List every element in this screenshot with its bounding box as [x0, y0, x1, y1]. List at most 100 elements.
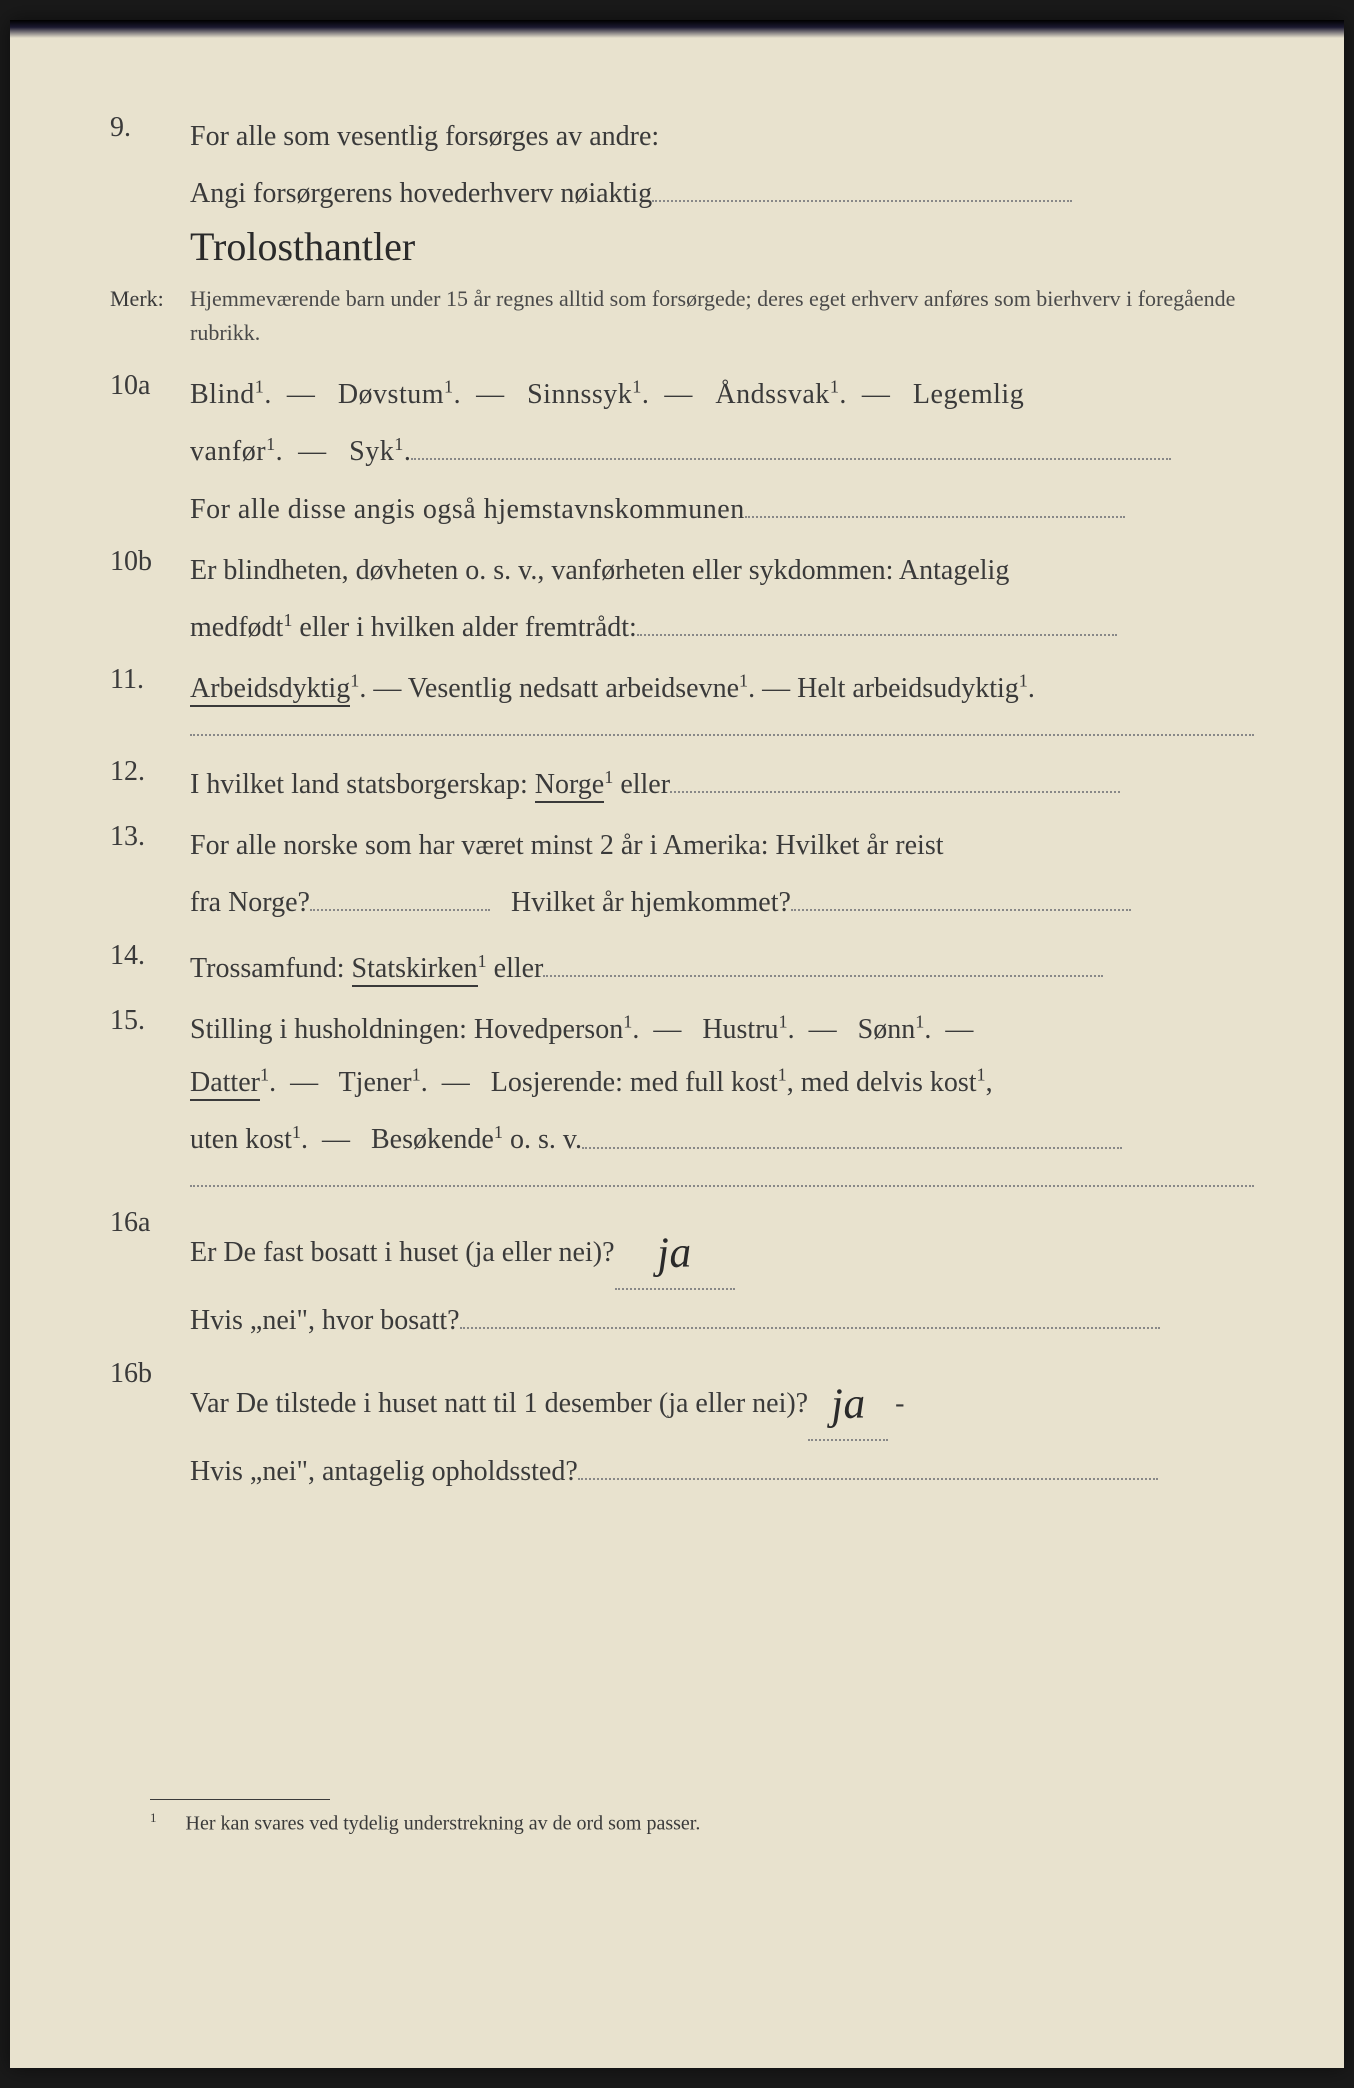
question-10a: 10a Blind1. — Døvstum1. — Sinnssyk1. — Å…	[110, 368, 1254, 536]
q13-line2a: fra Norge?	[190, 887, 310, 918]
q12-post: eller	[613, 769, 670, 800]
question-11: 11. Arbeidsdyktig1. — Vesentlig nedsatt …	[110, 662, 1254, 715]
q9-content: For alle som vesentlig forsørges av andr…	[190, 110, 1254, 274]
question-14: 14. Trossamfund: Statskirken1 eller	[110, 938, 1254, 995]
question-9: 9. For alle som vesentlig forsørges av a…	[110, 110, 1254, 274]
opt-sonn: Sønn	[858, 1014, 916, 1045]
sup: 1	[412, 1065, 421, 1085]
blank	[411, 421, 1171, 460]
q10b-medfodt: medfødt	[190, 612, 283, 643]
opt-tjener: Tjener	[339, 1067, 412, 1098]
q10a-content: Blind1. — Døvstum1. — Sinnssyk1. — Åndss…	[190, 368, 1254, 536]
q10b-content: Er blindheten, døvheten o. s. v., vanfør…	[190, 544, 1254, 655]
footnote: 1 Her kan svares ved tydelig understrekn…	[150, 1810, 1254, 1836]
q15-content: Stilling i husholdningen: Hovedperson1. …	[190, 1003, 1254, 1167]
opt-blind: Blind	[190, 379, 255, 410]
q12-pre: I hvilket land statsborgerskap:	[190, 769, 535, 800]
sup: 1	[779, 1012, 788, 1032]
sup: 1	[830, 377, 840, 397]
q10a-number: 10a	[110, 368, 190, 402]
q16a-answer-blank: ja	[615, 1205, 735, 1291]
blank	[543, 938, 1103, 977]
question-12: 12. I hvilket land statsborgerskap: Norg…	[110, 754, 1254, 811]
sup: 1	[623, 1012, 632, 1032]
q11-mid: — Vesentlig nedsatt arbeidsevne	[366, 673, 739, 704]
opt-uten: uten kost	[190, 1125, 292, 1156]
question-16a: 16a Er De fast bosatt i huset (ja eller …	[110, 1205, 1254, 1348]
sup: 1	[778, 1065, 787, 1085]
footnote-number: 1	[150, 1810, 157, 1825]
q16b-handwritten-answer: ja	[830, 1361, 867, 1446]
opt-norge: Norge	[535, 769, 604, 803]
opt-sinnssyk: Sinnssyk	[527, 379, 632, 410]
q16a-handwritten-answer: ja	[656, 1210, 693, 1295]
sup: 1	[739, 671, 748, 691]
blank-line	[190, 1185, 1254, 1187]
q14-pre: Trossamfund:	[190, 953, 352, 984]
sup: 1	[1019, 671, 1028, 691]
blank	[460, 1290, 1160, 1329]
question-13: 13. For alle norske som har været minst …	[110, 819, 1254, 930]
q14-content: Trossamfund: Statskirken1 eller	[190, 938, 1254, 995]
sup: 1	[604, 766, 613, 786]
opt-statskirken: Statskirken	[352, 953, 478, 987]
q9-line1: For alle som vesentlig forsørges av andr…	[190, 121, 659, 152]
sup: 1	[394, 434, 404, 454]
q16a-number: 16a	[110, 1205, 190, 1239]
merk-label: Merk:	[110, 282, 190, 312]
opt-losjerende: Losjerende: med full kost	[491, 1067, 778, 1098]
q14-post: eller	[487, 953, 544, 984]
opt-delvis: , med delvis kost	[787, 1067, 977, 1098]
blank	[637, 597, 1117, 636]
footnote-text: Her kan svares ved tydelig understreknin…	[186, 1812, 701, 1834]
q9-number: 9.	[110, 110, 190, 144]
question-10b: 10b Er blindheten, døvheten o. s. v., va…	[110, 544, 1254, 655]
opt-legemlig: Legemlig	[913, 379, 1024, 410]
question-15: 15. Stilling i husholdningen: Hovedperso…	[110, 1003, 1254, 1167]
q15-number: 15.	[110, 1003, 190, 1037]
q10b-post: eller i hvilken alder fremtrådt:	[292, 612, 636, 643]
sup: 1	[255, 377, 265, 397]
q9-blank	[652, 163, 1072, 202]
opt-datter: Datter	[190, 1067, 260, 1101]
note-merk: Merk: Hjemmeværende barn under 15 år reg…	[110, 282, 1254, 350]
sup: 1	[260, 1065, 269, 1085]
footnote-rule	[150, 1799, 330, 1800]
document-page: 9. For alle som vesentlig forsørges av a…	[10, 20, 1344, 2068]
blank	[310, 872, 490, 911]
sup: 1	[478, 950, 487, 970]
blank	[582, 1109, 1122, 1148]
q16b-number: 16b	[110, 1356, 190, 1390]
sup: 1	[915, 1012, 924, 1032]
blank	[578, 1441, 1158, 1480]
opt-vanfor: vanfør	[190, 436, 266, 467]
q12-content: I hvilket land statsborgerskap: Norge1 e…	[190, 754, 1254, 811]
q13-line2b: Hvilket år hjemkommet?	[511, 887, 791, 918]
q16b-question: Var De tilstede i huset natt til 1 desem…	[190, 1388, 808, 1419]
q9-handwritten-answer: Trolosthantler	[190, 227, 415, 267]
sup: 1	[977, 1065, 986, 1085]
q11-number: 11.	[110, 662, 190, 696]
blank	[745, 479, 1125, 518]
blank	[791, 872, 1131, 911]
q9-line2-pre: Angi forsørgerens hovederhverv nøiaktig	[190, 178, 652, 209]
sup: 1	[266, 434, 276, 454]
q16a-content: Er De fast bosatt i huset (ja eller nei)…	[190, 1205, 1254, 1348]
q13-content: For alle norske som har været minst 2 år…	[190, 819, 1254, 930]
q15-osv: o. s. v.	[503, 1125, 582, 1156]
opt-hustru: Hustru	[702, 1014, 778, 1045]
q11-opt3: — Helt arbeidsudyktig	[755, 673, 1019, 704]
q16b-line2: Hvis „nei", antagelig opholdssted?	[190, 1456, 578, 1487]
opt-arbeidsdyktig: Arbeidsdyktig	[190, 673, 350, 707]
blank-line	[190, 734, 1254, 736]
sup: 1	[444, 377, 454, 397]
q13-line1: For alle norske som har været minst 2 år…	[190, 830, 944, 861]
q10b-number: 10b	[110, 544, 190, 578]
blank	[670, 754, 1120, 793]
q14-number: 14.	[110, 938, 190, 972]
question-16b: 16b Var De tilstede i huset natt til 1 d…	[110, 1356, 1254, 1499]
q16a-question: Er De fast bosatt i huset (ja eller nei)…	[190, 1237, 615, 1268]
q12-number: 12.	[110, 754, 190, 788]
opt-besokende: Besøkende	[371, 1125, 494, 1156]
q13-number: 13.	[110, 819, 190, 853]
